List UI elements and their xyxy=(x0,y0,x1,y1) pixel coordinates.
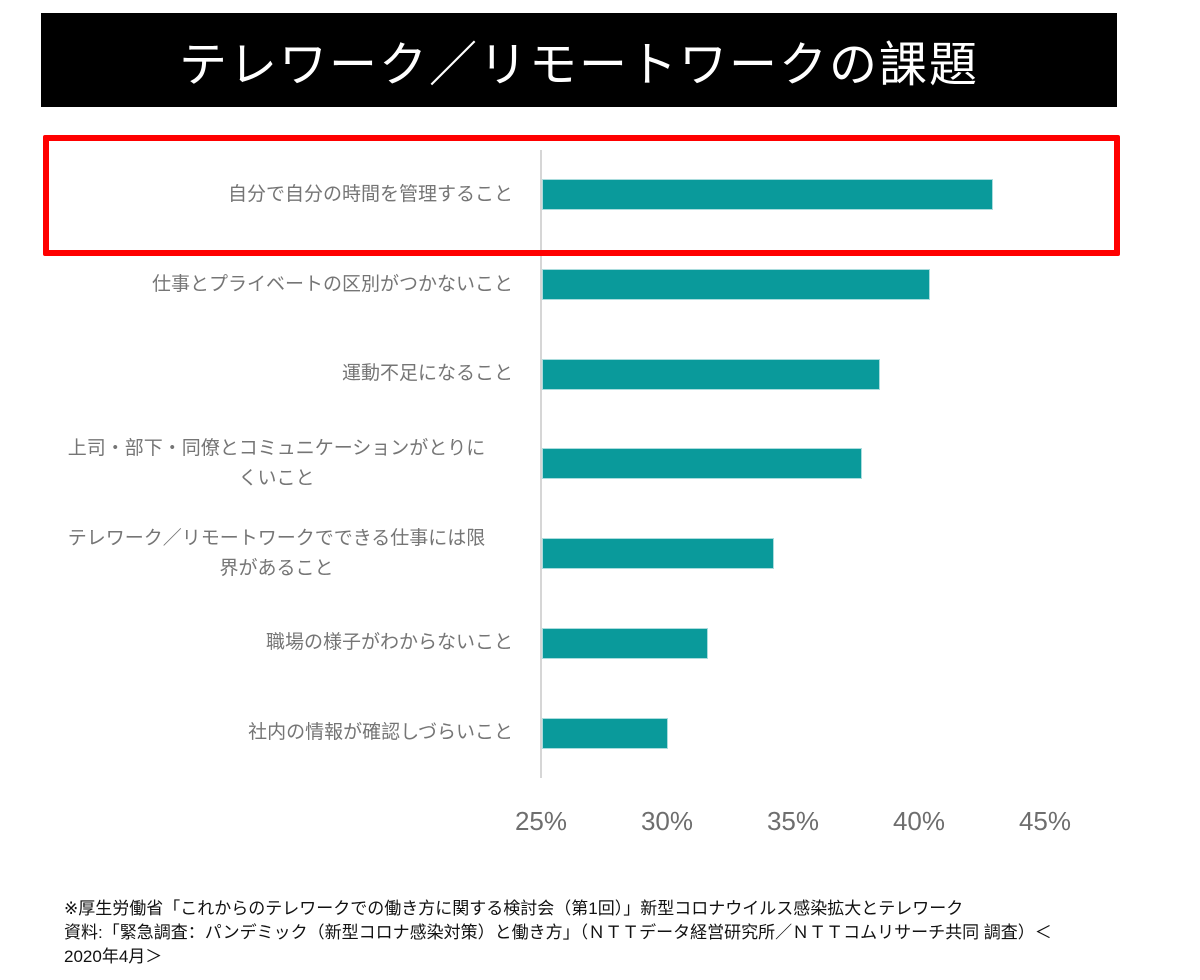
category-label: 社内の情報が確認しづらいこと xyxy=(40,688,513,778)
category-label: 上司・部下・同僚とコミュニケーションがとりに くいこと xyxy=(40,419,513,509)
bar xyxy=(542,538,774,570)
category-label-line: 職場の様子がわからないこと xyxy=(265,632,513,654)
category-label: テレワーク／リモートワークでできる仕事には限 界があること xyxy=(40,509,513,599)
source-line: ※厚生労働省「これからのテレワークでの働き方に関する検討会（第1回）」新型コロナ… xyxy=(64,899,964,918)
category-label-line: 仕事とプライベートの区別がつかないこと xyxy=(151,273,513,295)
bar xyxy=(542,269,931,301)
source-note: ※厚生労働省「これからのテレワークでの働き方に関する検討会（第1回）」新型コロナ… xyxy=(64,897,1154,969)
bar xyxy=(542,448,863,480)
category-label-line: テレワーク／リモートワークでできる仕事には限 xyxy=(67,527,486,549)
page-title: テレワーク／リモートワークの課題 xyxy=(178,39,979,92)
bar xyxy=(542,717,668,749)
bar xyxy=(542,179,994,211)
category-label: 運動不足になること xyxy=(40,329,513,419)
source-line: 資料:「緊急調査：パンデミック（新型コロナ感染対策）と働き方」（ＮＴＴデータ経営… xyxy=(64,923,1052,942)
y-axis-line xyxy=(540,150,542,778)
x-axis-tick-label: 35% xyxy=(766,806,820,836)
category-label-line: 自分で自分の時間を管理すること xyxy=(227,183,513,205)
x-axis-tick-label: 30% xyxy=(640,806,694,836)
category-label: 仕事とプライベートの区別がつかないこと xyxy=(40,240,513,330)
bar xyxy=(542,358,880,390)
source-line: 2020年4月＞ xyxy=(64,947,163,966)
category-label-line: 界があること xyxy=(219,557,334,579)
highlight-box xyxy=(43,135,1120,256)
category-label-line: 社内の情報が確認しづらいこと xyxy=(248,722,513,744)
category-label: 職場の様子がわからないこと xyxy=(40,598,513,688)
x-axis-tick-label: 40% xyxy=(892,806,946,836)
category-label-line: 運動不足になること xyxy=(341,363,513,385)
bar xyxy=(542,627,709,659)
category-label-line: 上司・部下・同僚とコミュニケーションがとりに xyxy=(67,437,486,459)
category-label: 自分で自分の時間を管理すること xyxy=(40,150,513,240)
x-axis-tick-label: 25% xyxy=(514,806,568,836)
category-label-line: くいこと xyxy=(238,467,315,489)
x-axis-tick-label: 45% xyxy=(1018,806,1072,836)
title-banner: テレワーク／リモートワークの課題 xyxy=(41,13,1117,107)
